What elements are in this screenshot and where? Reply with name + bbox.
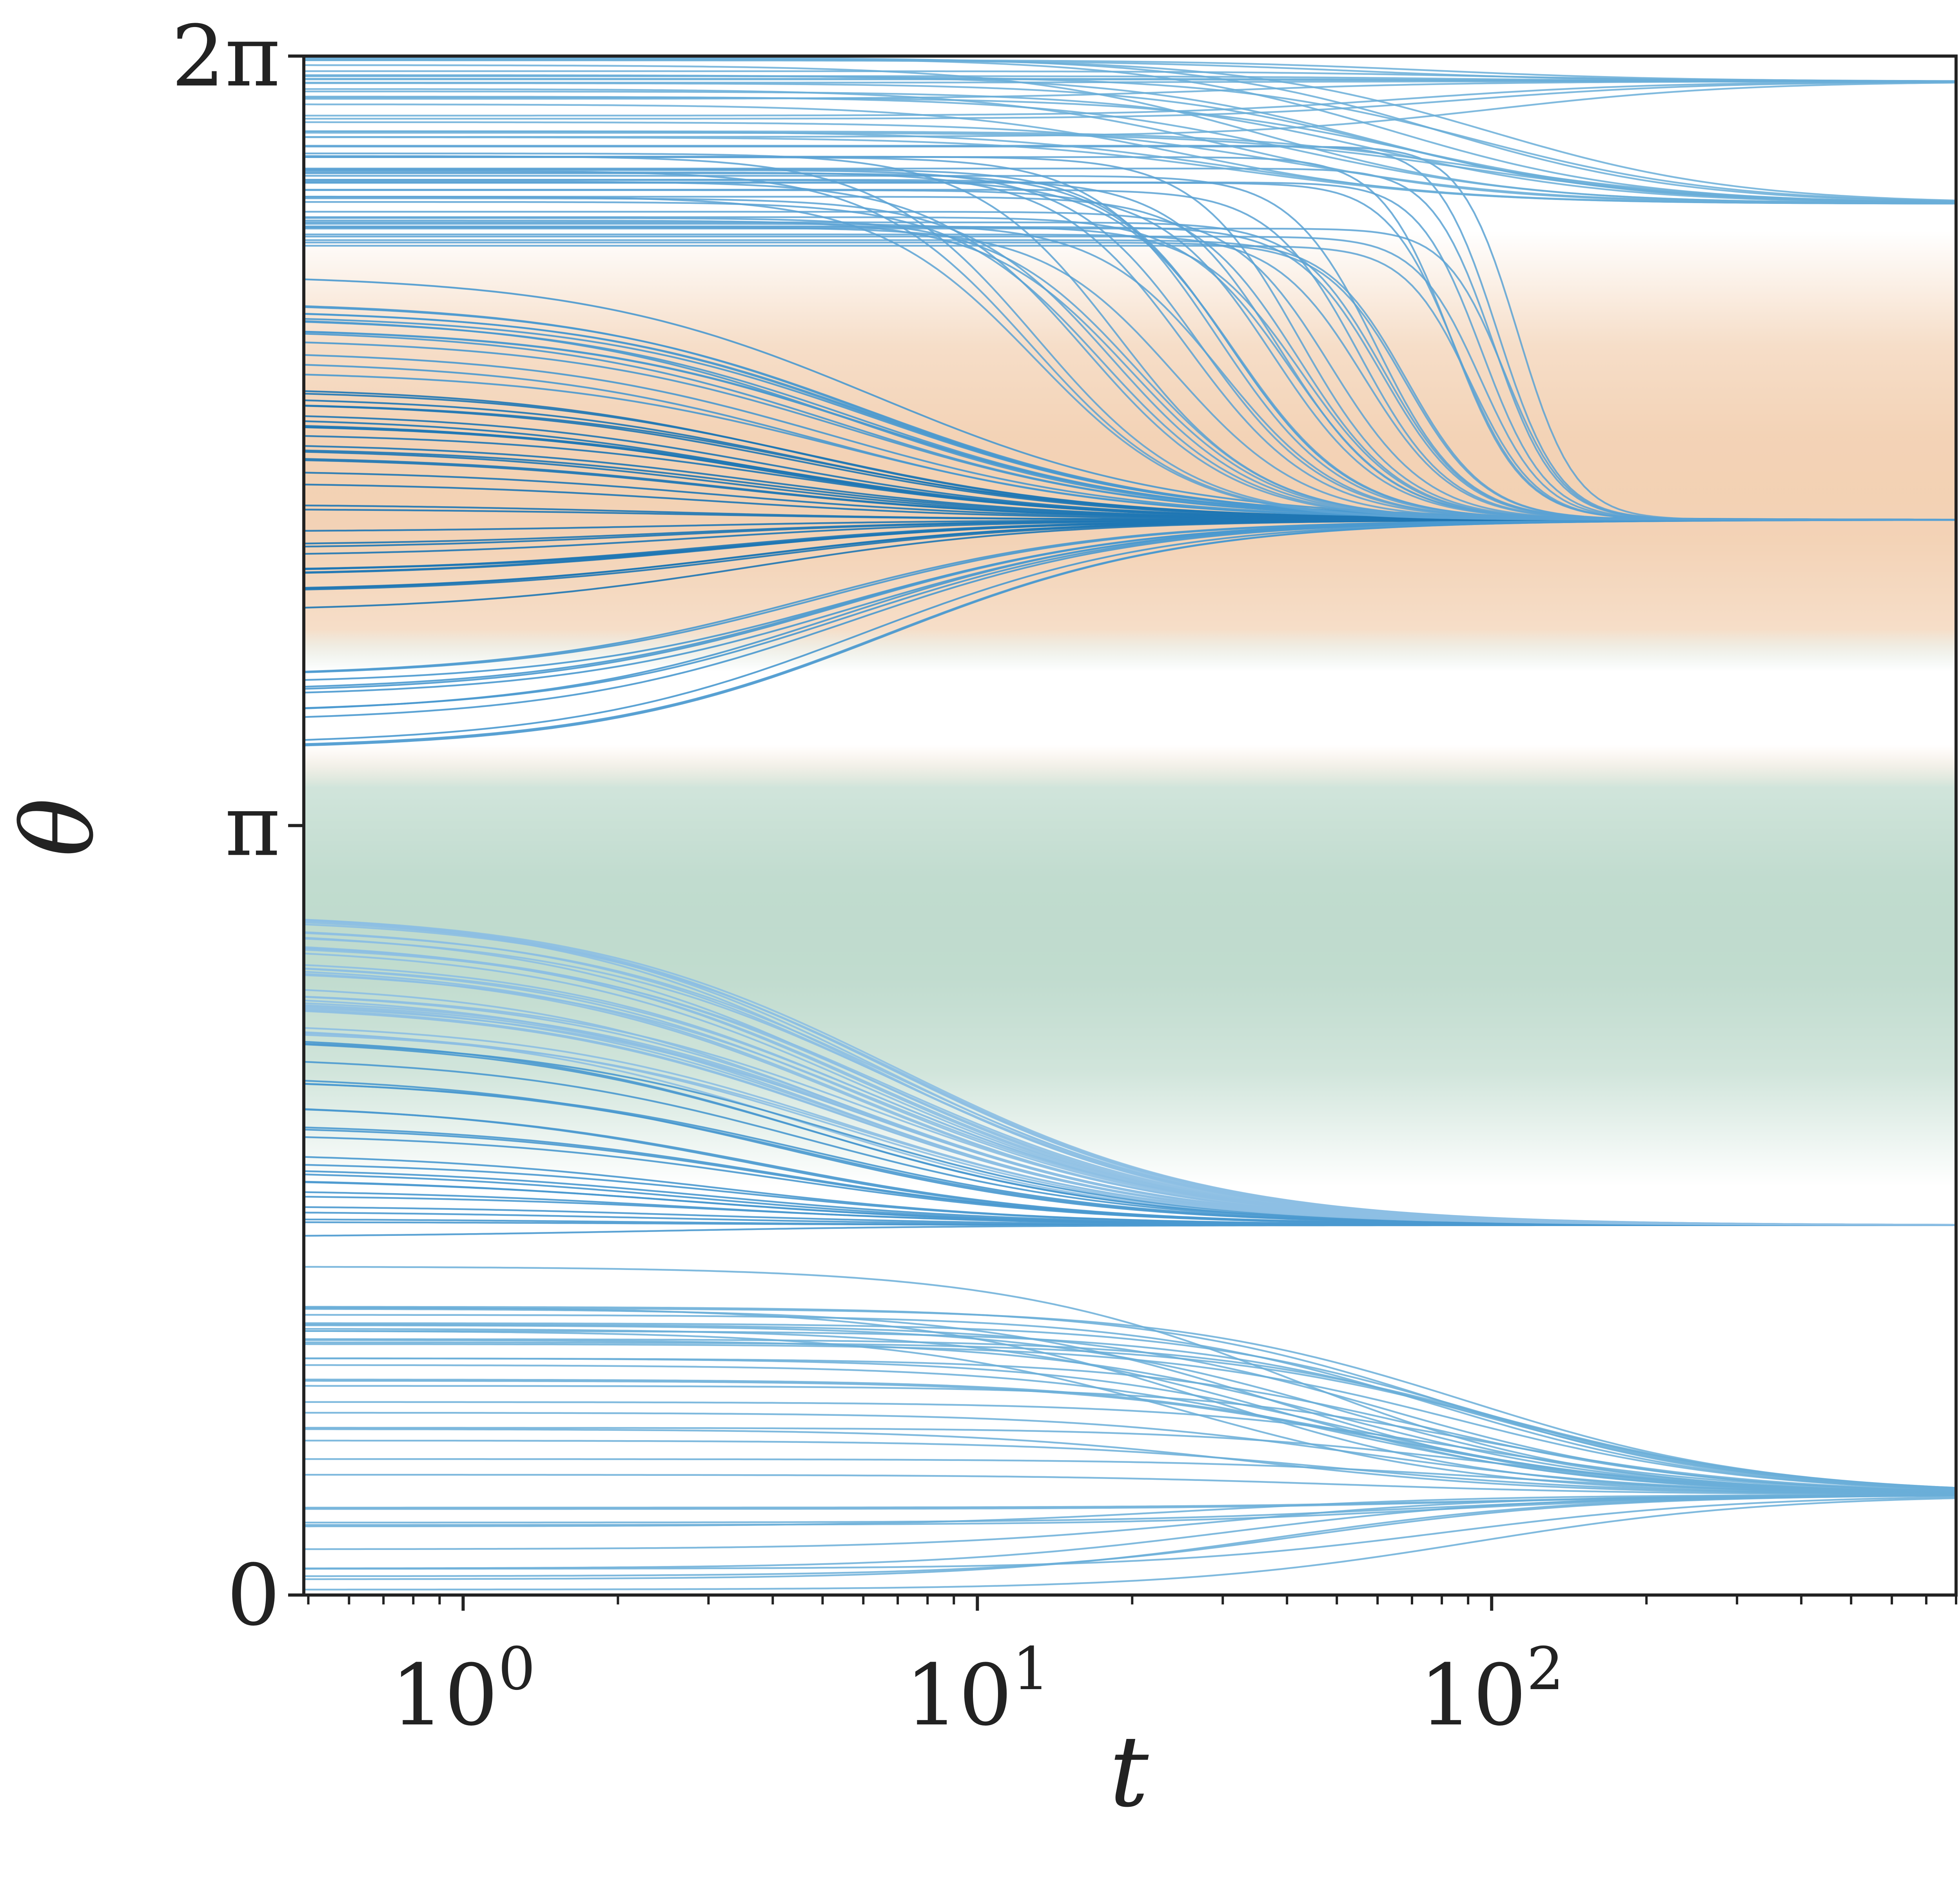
series-line xyxy=(304,1412,1956,1494)
series-line xyxy=(304,519,1956,745)
series-line xyxy=(304,1495,1956,1577)
series-line xyxy=(304,1474,1956,1495)
series-line xyxy=(304,1307,1956,1489)
series-line xyxy=(304,1401,1956,1492)
series-line xyxy=(304,90,1956,204)
series-line xyxy=(304,130,1956,203)
series-line xyxy=(304,1439,1956,1495)
series-line xyxy=(304,1341,1956,1489)
series-line xyxy=(304,1427,1956,1493)
series-line xyxy=(304,88,1956,205)
series-line xyxy=(304,1306,1956,1490)
y-tick-label: π xyxy=(225,777,280,875)
series-line xyxy=(304,1314,1956,1490)
series-line xyxy=(304,58,1956,202)
series-line xyxy=(304,1428,1956,1495)
series-line xyxy=(304,1494,1956,1509)
series-line xyxy=(304,1385,1956,1492)
series-line xyxy=(304,1494,1956,1524)
series-line xyxy=(304,1357,1956,1493)
series-line xyxy=(304,96,1956,203)
series-line xyxy=(304,239,1956,521)
x-axis-label: t xyxy=(1109,1715,1149,1829)
series-line xyxy=(304,1034,1956,1226)
y-tick-label: 0 xyxy=(227,1546,280,1644)
plot-background xyxy=(304,56,1956,1595)
trajectories xyxy=(304,56,1956,1591)
series-line xyxy=(304,81,1956,120)
series-line xyxy=(304,1308,1956,1494)
series-line xyxy=(304,81,1956,117)
series-line xyxy=(304,78,1956,82)
x-tick-label: 101 xyxy=(905,1635,1050,1744)
series-line xyxy=(304,1330,1956,1490)
series-line xyxy=(304,1496,1956,1570)
series-line xyxy=(304,1323,1956,1492)
series-line xyxy=(304,1322,1956,1490)
x-tick-label: 100 xyxy=(391,1635,535,1744)
y-tick-label: 2π xyxy=(171,7,280,105)
series-line xyxy=(304,1497,1956,1591)
series-line xyxy=(304,59,1956,82)
x-tick-label: 102 xyxy=(1419,1635,1564,1744)
y-axis-label: θ xyxy=(1,798,115,857)
y-axis: 0 π 2π xyxy=(171,7,304,1644)
series-line xyxy=(304,75,1956,202)
series-line xyxy=(304,1458,1956,1494)
series-line xyxy=(304,1494,1956,1528)
x-axis: 100 101 102 xyxy=(307,1595,1957,1744)
series-line xyxy=(304,136,1956,205)
